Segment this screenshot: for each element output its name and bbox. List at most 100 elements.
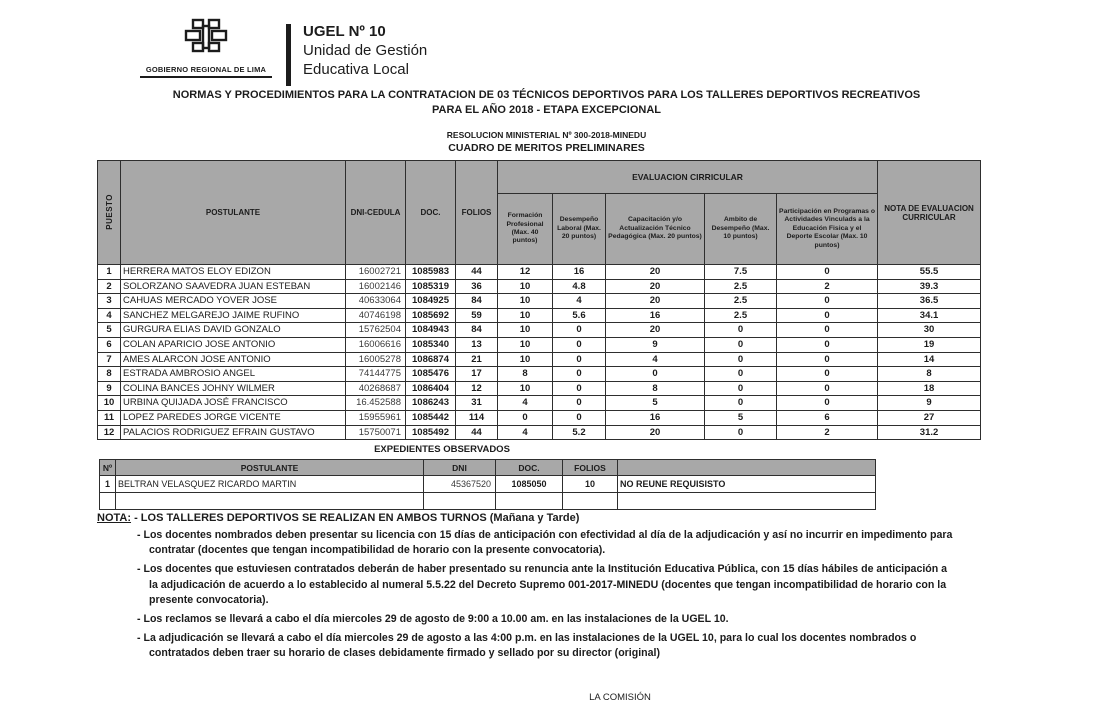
table-cell: GURGURA ELIAS DAVID GONZALO <box>120 322 346 338</box>
table-cell: 4 <box>552 293 606 309</box>
table-cell: 5 <box>97 322 121 338</box>
observed-table-body: 1 BELTRAN VELASQUEZ RICARDO MARTIN 4536752… <box>99 475 876 510</box>
table-cell: 31.2 <box>877 424 982 441</box>
merit-table-body: 1 HERRERA MATOS ELOY EDIZON 16002721 108598… <box>97 264 982 441</box>
table-row: 9 COLINA BANCES JOHNY WILMER 40268687 10864… <box>97 380 982 397</box>
table-cell: 16006616 <box>345 336 406 353</box>
table-cell: 0 <box>552 380 606 397</box>
table-cell: 9 <box>97 380 121 397</box>
table-cell <box>562 492 618 510</box>
table-cell: 0 <box>775 322 879 338</box>
table-cell: 16002721 <box>345 264 406 280</box>
table-cell: 0 <box>552 336 606 353</box>
subcol-formacion-profesional: Formación Profesional (Max. 40 puntos) <box>497 193 553 265</box>
table-cell: 55.5 <box>877 264 982 280</box>
document-title-line1: NORMAS Y PROCEDIMIENTOS PARA LA CONTRATA… <box>172 89 921 101</box>
table-cell: 9 <box>877 395 982 411</box>
regional-emblem-icon <box>177 18 235 65</box>
table-cell: 7.5 <box>704 264 777 280</box>
table-cell: 36.5 <box>877 293 982 309</box>
table-cell: 16.452588 <box>345 395 406 411</box>
subcol-participacion: Participación en Programas o Actividades… <box>775 193 879 265</box>
table-cell: 30 <box>877 322 982 338</box>
table-cell: 10 <box>497 336 553 353</box>
table-cell: LOPEZ PAREDES JORGE VICENTE <box>120 409 346 426</box>
table-cell: 11 <box>97 409 121 426</box>
table-cell: 14 <box>877 351 982 368</box>
table-cell: 20 <box>605 278 705 295</box>
table-cell: 5 <box>704 409 777 426</box>
obs-col-header-doc: DOC. <box>495 459 563 476</box>
table-cell: 4 <box>497 395 553 411</box>
table-cell: 5.2 <box>552 424 606 441</box>
table-row: 3 CAHUAS MERCADO YOVER JOSE 40633064 108492… <box>97 293 982 309</box>
table-cell: URBINA QUIJADA JOSÉ FRANCISCO <box>120 395 346 411</box>
table-cell: 0 <box>704 351 777 368</box>
nota-label: NOTA: <box>97 512 132 524</box>
table-cell: 5.6 <box>552 307 606 324</box>
table-cell: 0 <box>775 293 879 309</box>
table-row: 7 AMES ALARCON JOSE ANTONIO 16005278 108687… <box>97 351 982 368</box>
subcol-capacitacion: Capacitación y/o Actualización Técnico P… <box>605 193 705 265</box>
table-row: 2 SOLORZANO SAAVEDRA JUAN ESTEBAN 16002146… <box>97 278 982 295</box>
table-cell: 18 <box>877 380 982 397</box>
col-header-postulante: POSTULANTE <box>120 160 346 265</box>
table-cell: 0 <box>775 264 879 280</box>
table-cell: SANCHEZ MELGAREJO JAIME RUFINO <box>120 307 346 324</box>
table-cell: 10 <box>562 475 618 493</box>
table-cell: 36 <box>455 278 498 295</box>
table-cell: BELTRAN VELASQUEZ RICARDO MARTIN <box>115 475 424 493</box>
table-row: 8 ESTRADA AMBROSIO ANGEL 74144775 1085476 17… <box>97 366 982 382</box>
ugel-title: UGEL Nº 10 <box>303 23 386 40</box>
group-header-evaluacion: EVALUACION CIRRICULAR <box>496 160 879 194</box>
merit-table-title: CUADRO DE MERITOS PRELIMINARES <box>448 142 645 154</box>
table-cell: 40268687 <box>345 380 406 397</box>
table-cell: 74144775 <box>345 366 406 382</box>
table-cell: 0 <box>775 366 879 382</box>
table-cell: 0 <box>552 351 606 368</box>
table-cell: 2 <box>97 278 121 295</box>
table-cell: 1085319 <box>405 278 456 295</box>
table-cell: 1085692 <box>405 307 456 324</box>
table-row: 1 BELTRAN VELASQUEZ RICARDO MARTIN 4536752… <box>99 475 876 493</box>
table-cell: 8 <box>497 366 553 382</box>
merit-table: PUESTO POSTULANTE DNI-CEDULA DOC. FOLIOS… <box>97 160 982 441</box>
table-cell: 4 <box>497 424 553 441</box>
table-cell: 20 <box>605 322 705 338</box>
table-cell: 1085442 <box>405 409 456 426</box>
table-cell: 1085476 <box>405 366 456 382</box>
table-cell: 6 <box>775 409 879 426</box>
document-title-line2: PARA EL AÑO 2018 - ETAPA EXCEPCIONAL <box>431 104 661 116</box>
table-cell: 20 <box>605 293 705 309</box>
table-row: 5 GURGURA ELIAS DAVID GONZALO 15762504 1084… <box>97 322 982 338</box>
col-header-dni: DNI-CEDULA <box>345 160 406 265</box>
nota-bullet: - Los docentes que estuviesen contratado… <box>137 563 948 606</box>
table-cell: 3 <box>97 293 121 309</box>
table-cell: 16005278 <box>345 351 406 368</box>
table-cell: 10 <box>497 307 553 324</box>
table-cell: 10 <box>497 293 553 309</box>
table-cell: 16002146 <box>345 278 406 295</box>
table-row <box>99 492 876 510</box>
table-cell: 8 <box>97 366 121 382</box>
table-cell: 16 <box>605 307 705 324</box>
table-row: 12 PALACIOS RODRIGUEZ EFRAIN GUSTAVO 15750… <box>97 424 982 441</box>
table-cell: 34.1 <box>877 307 982 324</box>
table-cell: 1086243 <box>405 395 456 411</box>
table-cell: SOLORZANO SAAVEDRA JUAN ESTEBAN <box>120 278 346 295</box>
nota-heading-text: - LOS TALLERES DEPORTIVOS SE REALIZAN EN… <box>134 512 580 524</box>
table-cell: 2.5 <box>704 293 777 309</box>
table-cell: 0 <box>775 307 879 324</box>
nota-heading: NOTA: - LOS TALLERES DEPORTIVOS SE REALI… <box>97 512 957 524</box>
table-cell: 15750071 <box>345 424 406 441</box>
gobierno-regional-lima-logo: GOBIERNO REGIONAL DE LIMA <box>140 14 272 78</box>
subcol-desempeno-laboral: Desempeño Laboral (Max. 20 puntos) <box>552 193 606 265</box>
table-cell: 114 <box>455 409 498 426</box>
col-header-nota-evaluacion: NOTA DE EVALUACION CURRICULAR <box>877 160 982 265</box>
table-cell: 12 <box>497 264 553 280</box>
table-cell: 20 <box>605 424 705 441</box>
table-cell: 2 <box>775 424 879 441</box>
table-cell: 31 <box>455 395 498 411</box>
table-cell: 39.3 <box>877 278 982 295</box>
